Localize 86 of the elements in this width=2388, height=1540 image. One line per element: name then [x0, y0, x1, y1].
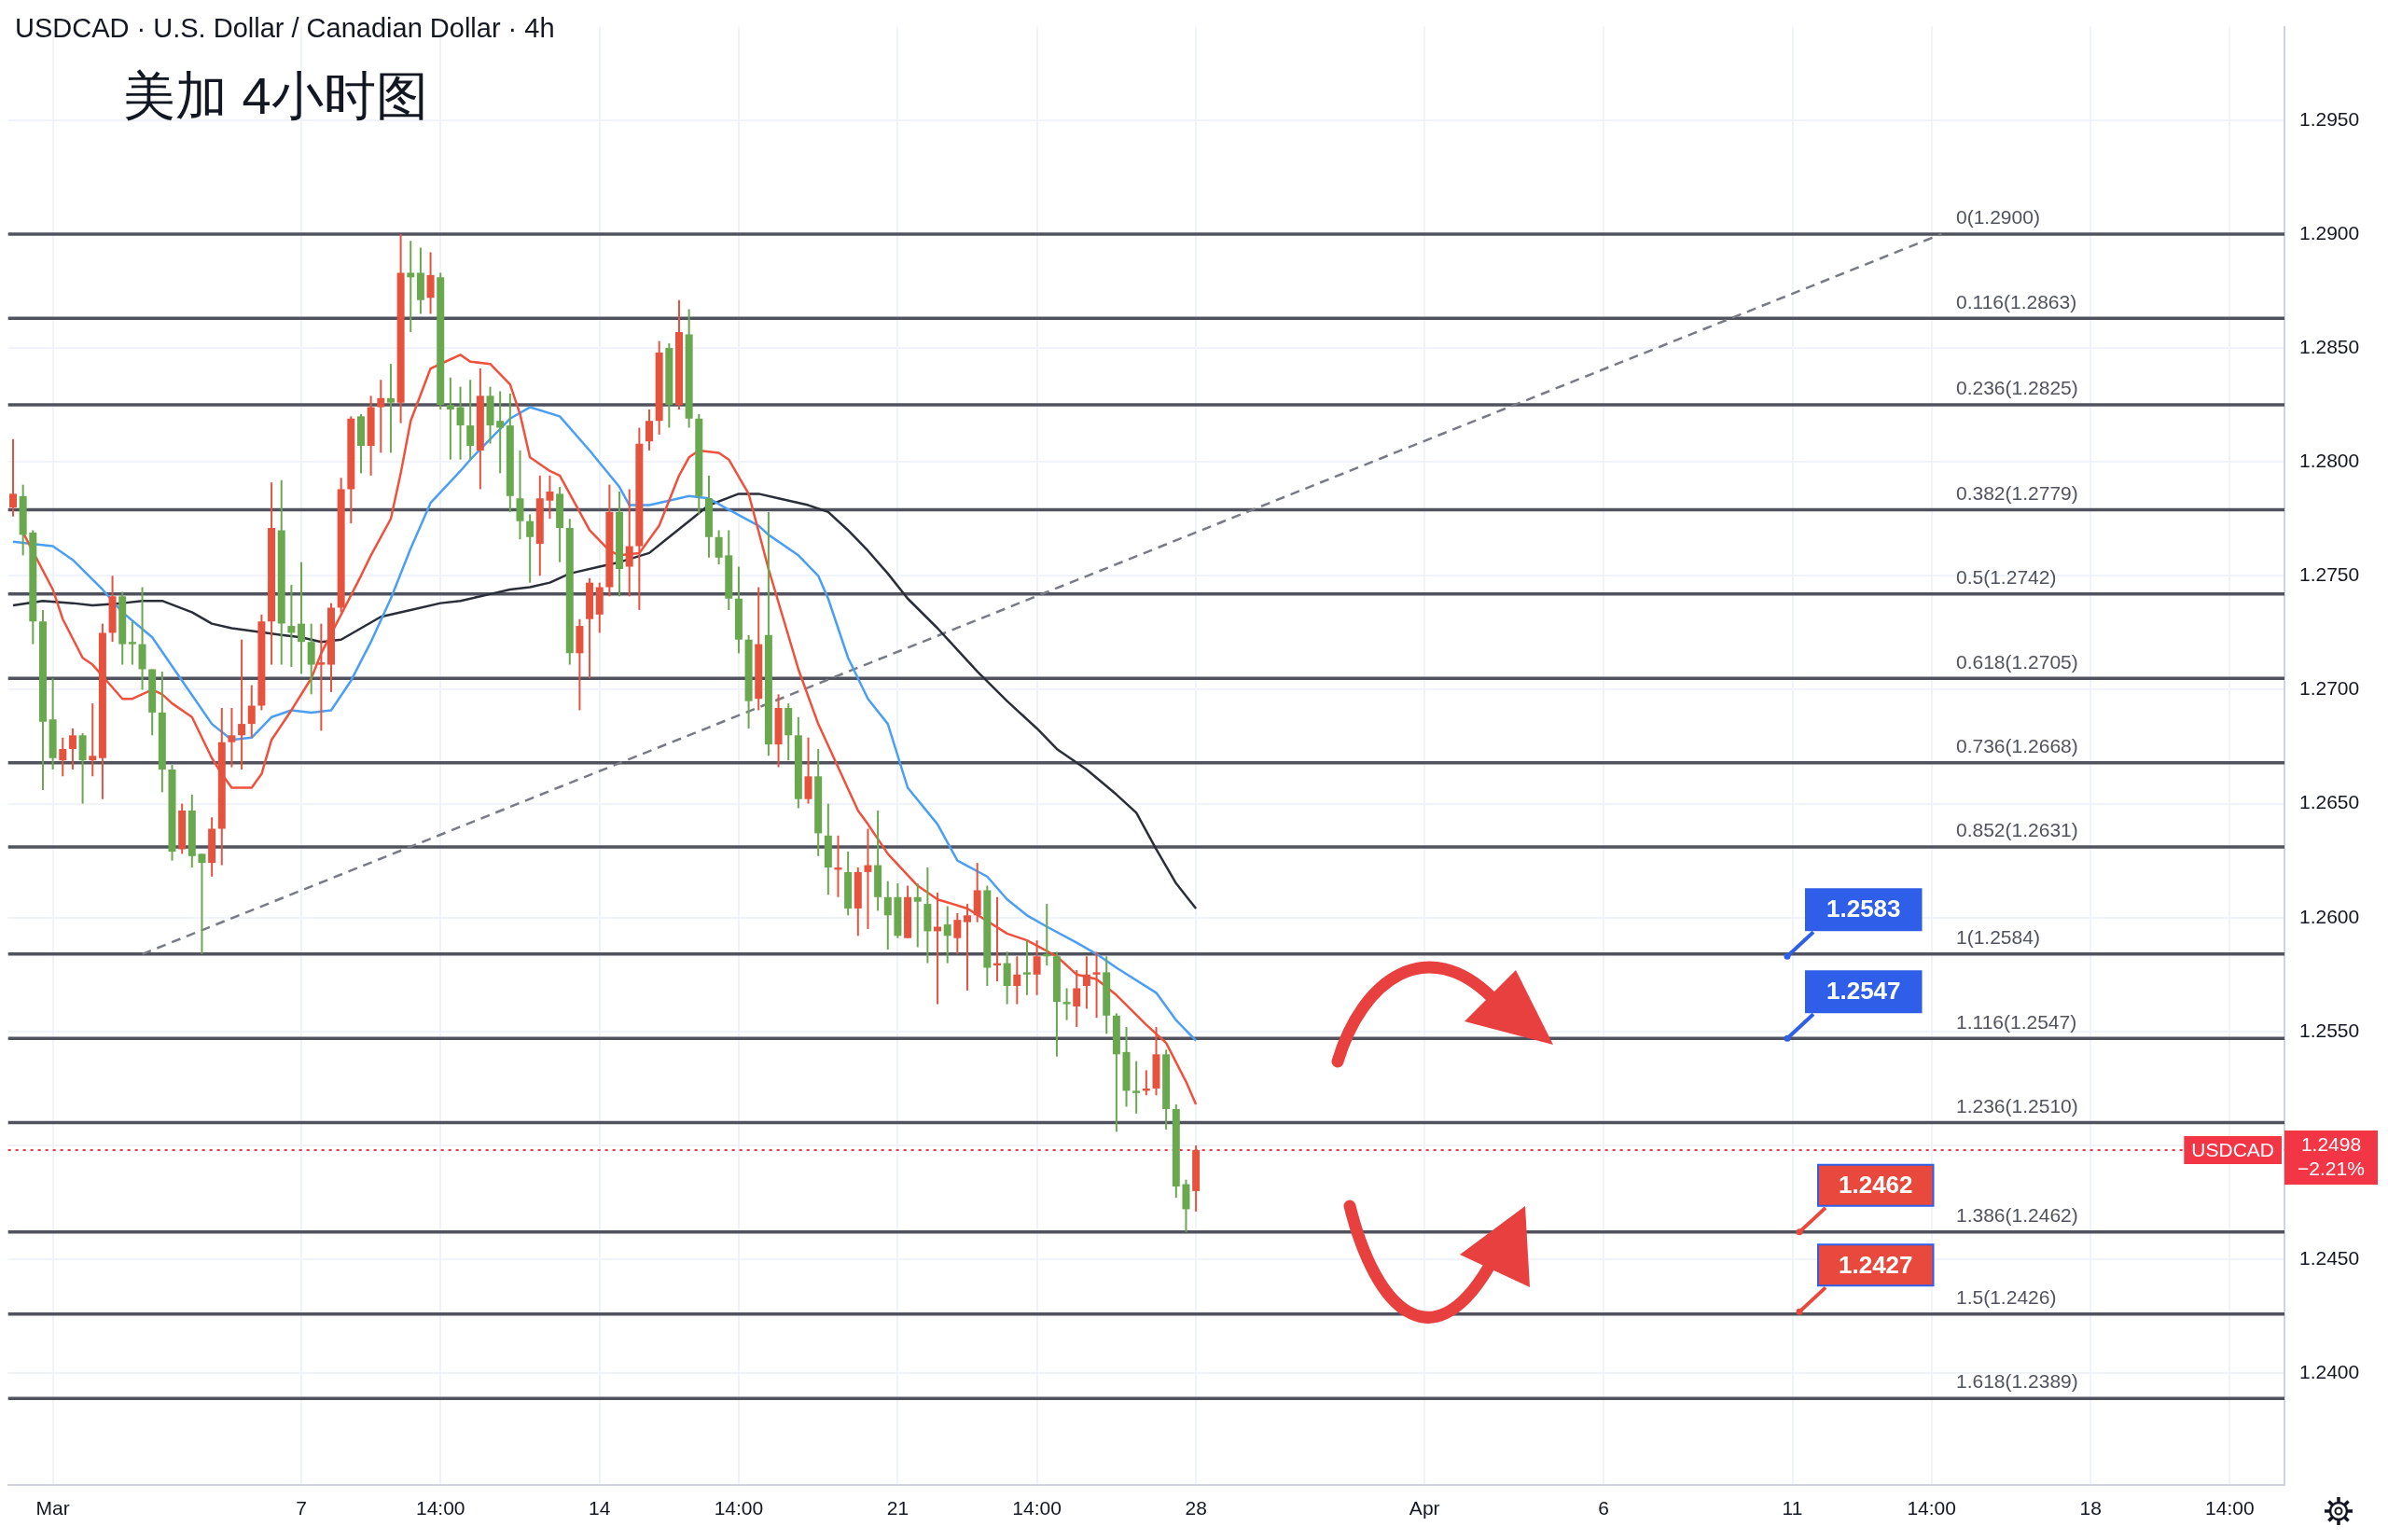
y-tick-label: 1.2850 [2299, 335, 2360, 357]
ref-line-label: 0.382(1.2779) [1956, 481, 2078, 504]
x-tick-label: Apr [1409, 1497, 1440, 1519]
y-tick-label: 1.2950 [2299, 107, 2360, 130]
y-tick-label: 1.2700 [2299, 677, 2360, 700]
candlestick [496, 390, 505, 475]
ref-line-label: 0.5(1.2742) [1956, 566, 2057, 589]
ref-line-label: 0.852(1.2631) [1956, 819, 2078, 841]
ref-line-label: 0.236(1.2825) [1956, 377, 2078, 399]
candlestick [953, 911, 962, 955]
candlestick [128, 620, 136, 666]
candlestick [466, 379, 475, 461]
candlestick [9, 437, 17, 518]
y-tick-label: 1.2750 [2299, 563, 2360, 586]
ref-line-label: 1.5(1.2426) [1956, 1286, 2057, 1309]
ref-line-label: 1(1.2584) [1956, 926, 2040, 949]
ref-line-label: 0.116(1.2863) [1956, 290, 2077, 312]
text: 1.2498 [2300, 1132, 2362, 1155]
ref-line-label: USDCAD [2191, 1138, 2275, 1160]
candlestick [407, 240, 415, 333]
candlestick [646, 408, 654, 451]
ref-line-label: 0(1.2900) [1956, 206, 2040, 229]
candlestick [59, 736, 67, 778]
text: −2.21% [2298, 1157, 2365, 1179]
candlestick [1082, 955, 1090, 1010]
annotation: 1.2427 [1839, 1250, 1913, 1279]
x-tick-label: Mar [35, 1497, 70, 1519]
text: 美加 4小时图 [123, 65, 428, 127]
annotation: 1.2583 [1826, 895, 1901, 923]
candlestick [377, 379, 385, 454]
candlestick [546, 474, 554, 520]
annotation: 1.2462 [1839, 1171, 1913, 1200]
y-tick-label: 1.2550 [2299, 1019, 2360, 1041]
ref-line-label: 1.116(1.2547) [1956, 1010, 2077, 1033]
candlestick [715, 529, 723, 566]
candlestick [446, 376, 454, 461]
x-tick-label: 14:00 [1907, 1497, 1956, 1519]
x-tick-label: 14:00 [415, 1497, 465, 1519]
x-tick-label: 6 [1598, 1497, 1609, 1519]
candlestick [1132, 1060, 1141, 1115]
x-tick-label: 14:00 [714, 1497, 764, 1519]
chart-subtitle: USDCAD · U.S. Dollar / Canadian Dollar · 4h [15, 13, 555, 44]
x-tick-label: 14:00 [2205, 1497, 2255, 1519]
candlestick [317, 622, 326, 732]
candlestick [68, 727, 76, 770]
x-tick-label: 21 [886, 1497, 909, 1519]
candlestick [238, 638, 246, 770]
x-tick-label: 28 [1185, 1497, 1207, 1519]
x-tick-label: 7 [296, 1497, 307, 1519]
candlestick [456, 385, 465, 461]
candlestick [864, 827, 872, 930]
y-tick-label: 1.2650 [2299, 791, 2360, 813]
y-tick-label: 1.2900 [2299, 221, 2360, 243]
ref-line-label: 0.618(1.2705) [1956, 650, 2078, 673]
candlestick [198, 853, 206, 955]
y-tick-label: 1.2400 [2299, 1361, 2360, 1383]
candlestick [89, 702, 97, 778]
candlestick [913, 882, 922, 949]
candlestick [964, 903, 972, 992]
candlestick [1013, 955, 1021, 1006]
candlestick [1033, 939, 1041, 996]
candlestick [386, 363, 395, 454]
ref-line-label: 1.618(1.2389) [1956, 1370, 2078, 1393]
candlestick [1062, 987, 1071, 1021]
candlestick [247, 684, 256, 739]
annotation: 1.2547 [1826, 977, 1901, 1006]
candlestick [287, 584, 296, 669]
x-tick-label: 11 [1782, 1497, 1803, 1519]
candlestick [298, 561, 306, 675]
x-tick-label: 14:00 [1012, 1497, 1062, 1519]
y-tick-label: 1.2450 [2299, 1246, 2360, 1269]
candlestick [943, 905, 951, 964]
ref-line-label: 1.236(1.2510) [1956, 1094, 2078, 1117]
candlestick [228, 707, 236, 769]
ref-line-label: 1.386(1.2462) [1956, 1204, 2078, 1227]
candlestick [526, 513, 535, 584]
x-tick-label: 18 [2079, 1497, 2102, 1519]
candlestick [625, 488, 633, 598]
ref-line-label: 0.736(1.2668) [1956, 734, 2078, 756]
candlestick [1073, 968, 1081, 1028]
candlestick [883, 880, 892, 950]
candlestick [1022, 939, 1031, 996]
y-tick-label: 1.2800 [2299, 449, 2360, 471]
x-tick-label: 14 [589, 1497, 611, 1519]
y-tick-label: 1.2600 [2299, 905, 2360, 927]
candlestick [1092, 950, 1101, 1020]
